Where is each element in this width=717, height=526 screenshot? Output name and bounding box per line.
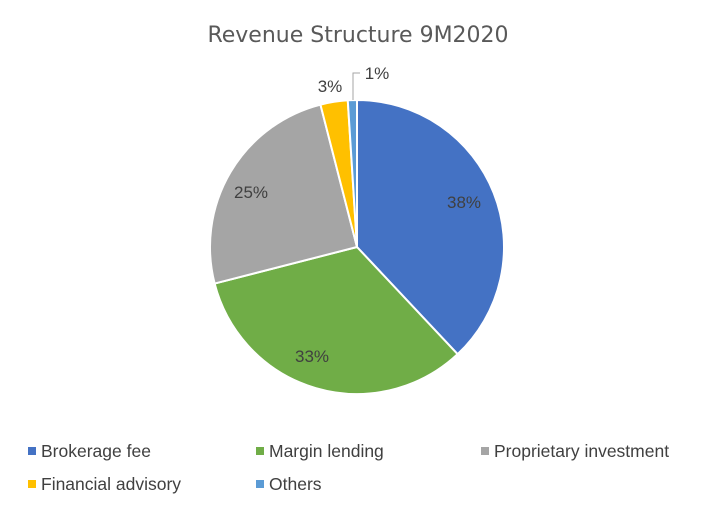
legend-item-brokerage-fee: Brokerage fee — [28, 441, 151, 461]
legend-label-financial-advisory: Financial advisory — [41, 474, 181, 494]
legend-label-others: Others — [269, 474, 322, 494]
chart-title: Revenue Structure 9M2020 — [207, 23, 508, 48]
legend-swatch-brokerage-fee — [28, 447, 36, 455]
pie-slice-brokerage-fee — [356, 99, 506, 356]
data-label-others: 1% — [365, 64, 390, 83]
pie-slice-margin-lending — [213, 246, 459, 395]
legend-swatch-others — [256, 480, 264, 488]
legend-swatch-margin-lending — [256, 447, 264, 455]
data-label-brokerage-fee: 38% — [447, 193, 481, 212]
leader-lines — [352, 72, 360, 100]
legend-swatch-financial-advisory — [28, 480, 36, 488]
pie-slice-proprietary-investment — [209, 103, 358, 285]
leader-line-others — [352, 72, 360, 100]
legend: Brokerage fee Margin lending Proprietary i… — [28, 441, 669, 494]
legend-label-margin-lending: Margin lending — [269, 441, 384, 461]
data-label-margin-lending: 33% — [295, 347, 329, 366]
legend-label-proprietary-investment: Proprietary investment — [494, 441, 669, 461]
pie-slice-others — [346, 99, 358, 248]
pie-slices — [209, 99, 506, 395]
legend-item-financial-advisory: Financial advisory — [28, 474, 181, 494]
legend-item-margin-lending: Margin lending — [256, 441, 384, 461]
legend-label-brokerage-fee: Brokerage fee — [41, 441, 151, 461]
legend-item-proprietary-investment: Proprietary investment — [481, 441, 669, 461]
data-label-financial-advisory: 3% — [318, 77, 343, 96]
legend-item-others: Others — [256, 474, 322, 494]
legend-swatch-proprietary-investment — [481, 447, 489, 455]
data-label-proprietary-investment: 25% — [234, 183, 268, 202]
data-labels: 38% 33% 25% 3% 1% — [234, 64, 481, 366]
